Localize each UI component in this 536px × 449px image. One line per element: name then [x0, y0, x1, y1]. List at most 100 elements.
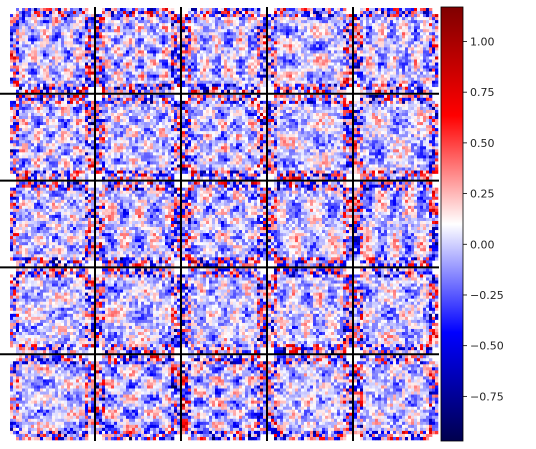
heatmap-cell [185, 32, 189, 36]
heatmap-cell [58, 173, 62, 177]
heatmap-cell [435, 29, 439, 33]
heatmap-cell [396, 53, 400, 57]
heatmap-cell [67, 137, 71, 141]
heatmap-cell [153, 68, 157, 72]
heatmap-cell [61, 176, 65, 180]
heatmap-cell [105, 56, 109, 60]
heatmap-cell [49, 161, 53, 165]
heatmap-cell [319, 62, 323, 66]
heatmap-cell [46, 32, 50, 36]
heatmap-cell [88, 41, 92, 45]
heatmap-cell [304, 71, 308, 75]
heatmap-cell [301, 56, 305, 60]
heatmap-cell [55, 38, 59, 42]
heatmap-cell [43, 176, 47, 180]
heatmap-cell [123, 35, 127, 39]
heatmap-cell [274, 68, 278, 72]
heatmap-cell [58, 11, 62, 15]
heatmap-cell [340, 29, 344, 33]
heatmap-cell [67, 65, 71, 69]
heatmap-cell [417, 83, 421, 88]
heatmap-cell [28, 11, 32, 15]
heatmap-cell [197, 62, 201, 66]
heatmap-cell [141, 97, 145, 102]
heatmap-cell [283, 17, 287, 21]
heatmap-cell [58, 89, 62, 94]
heatmap-cell [111, 11, 115, 15]
heatmap-cell [171, 86, 175, 91]
heatmap-cell [242, 89, 246, 94]
heatmap-cell [185, 17, 189, 21]
heatmap-cell [73, 122, 77, 126]
heatmap-cell [414, 80, 418, 85]
heatmap-cell [10, 112, 14, 117]
heatmap-cell [239, 20, 243, 24]
heatmap-cell [111, 26, 115, 30]
heatmap-cell [203, 71, 207, 75]
heatmap-cell [423, 26, 427, 30]
heatmap-cell [375, 56, 379, 60]
heatmap-cell [82, 158, 86, 162]
heatmap-cell [37, 94, 41, 99]
heatmap-cell [46, 44, 50, 48]
heatmap-cell [301, 44, 305, 48]
heatmap-cell [138, 11, 142, 15]
heatmap-cell [408, 41, 412, 45]
heatmap-cell [43, 152, 47, 156]
heatmap-cell [215, 35, 219, 39]
heatmap-cell [135, 83, 139, 88]
heatmap-cell [64, 74, 68, 78]
heatmap-cell [203, 83, 207, 88]
heatmap-cell [43, 20, 47, 24]
heatmap-cell [61, 65, 65, 69]
heatmap-cell [85, 103, 89, 108]
heatmap-cell [254, 41, 258, 45]
heatmap-cell [375, 53, 379, 57]
heatmap-cell [34, 128, 38, 132]
heatmap-cell [52, 8, 56, 12]
heatmap-cell [102, 50, 106, 54]
heatmap-cell [61, 137, 65, 141]
heatmap-cell [138, 47, 142, 51]
heatmap-cell [171, 122, 175, 126]
heatmap-cell [340, 68, 344, 72]
heatmap-cell [88, 140, 92, 144]
heatmap-cell [197, 89, 201, 94]
heatmap-cell [52, 80, 56, 85]
heatmap-cell [363, 59, 367, 63]
heatmap-cell [10, 106, 14, 111]
heatmap-cell [22, 41, 26, 45]
heatmap-cell [64, 80, 68, 85]
heatmap-cell [99, 83, 103, 88]
heatmap-cell [67, 26, 71, 30]
heatmap-cell [129, 77, 133, 81]
heatmap-cell [432, 80, 436, 85]
heatmap-cell [203, 29, 207, 33]
heatmap-cell [402, 56, 406, 60]
heatmap-cell [126, 83, 130, 88]
heatmap-cell [64, 112, 68, 117]
heatmap-cell [384, 29, 388, 33]
heatmap-cell [215, 68, 219, 72]
heatmap-cell [414, 53, 418, 57]
heatmap-cell [313, 8, 317, 12]
heatmap-cell [378, 47, 382, 51]
heatmap-cell [96, 41, 100, 45]
heatmap-cell [168, 74, 172, 78]
heatmap-cell [411, 17, 415, 21]
heatmap-cell [141, 116, 145, 120]
heatmap-cell [147, 109, 151, 114]
heatmap-cell [43, 59, 47, 63]
heatmap-cell [85, 83, 89, 88]
heatmap-cell [174, 128, 178, 132]
heatmap-cell [337, 38, 341, 42]
heatmap-cell [209, 32, 213, 36]
heatmap-cell [369, 86, 373, 91]
heatmap-cell [340, 71, 344, 75]
heatmap-cell [102, 38, 106, 42]
heatmap-cell [22, 167, 26, 171]
heatmap-cell [129, 89, 133, 94]
heatmap-cell [132, 109, 136, 114]
heatmap-cell [52, 50, 56, 54]
heatmap-cell [99, 20, 103, 24]
